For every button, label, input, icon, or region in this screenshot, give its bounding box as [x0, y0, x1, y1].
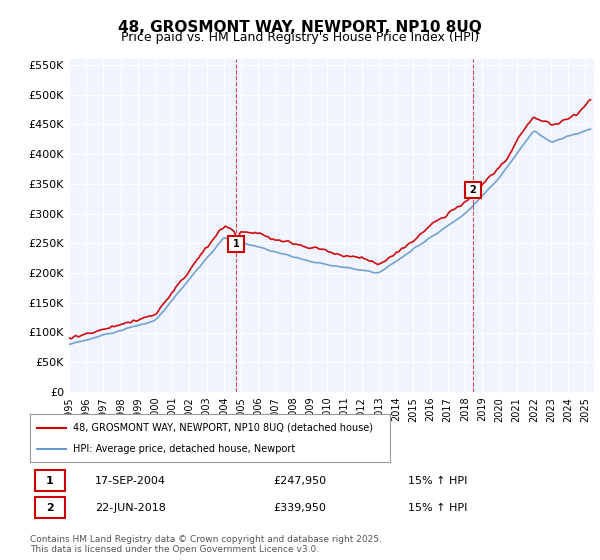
Text: £247,950: £247,950 — [273, 475, 326, 486]
Text: 48, GROSMONT WAY, NEWPORT, NP10 8UQ (detached house): 48, GROSMONT WAY, NEWPORT, NP10 8UQ (det… — [73, 423, 373, 433]
FancyBboxPatch shape — [35, 470, 65, 491]
Text: 22-JUN-2018: 22-JUN-2018 — [95, 503, 166, 513]
Text: 17-SEP-2004: 17-SEP-2004 — [95, 475, 166, 486]
Text: 15% ↑ HPI: 15% ↑ HPI — [408, 475, 467, 486]
Text: 2: 2 — [46, 503, 54, 513]
Text: £339,950: £339,950 — [273, 503, 326, 513]
Text: HPI: Average price, detached house, Newport: HPI: Average price, detached house, Newp… — [73, 444, 295, 454]
Text: 15% ↑ HPI: 15% ↑ HPI — [408, 503, 467, 513]
FancyBboxPatch shape — [35, 497, 65, 519]
Text: 1: 1 — [233, 240, 239, 249]
Text: Price paid vs. HM Land Registry's House Price Index (HPI): Price paid vs. HM Land Registry's House … — [121, 31, 479, 44]
Text: Contains HM Land Registry data © Crown copyright and database right 2025.
This d: Contains HM Land Registry data © Crown c… — [30, 535, 382, 554]
Text: 48, GROSMONT WAY, NEWPORT, NP10 8UQ: 48, GROSMONT WAY, NEWPORT, NP10 8UQ — [118, 20, 482, 35]
Text: 1: 1 — [46, 475, 54, 486]
Text: 2: 2 — [470, 185, 476, 195]
